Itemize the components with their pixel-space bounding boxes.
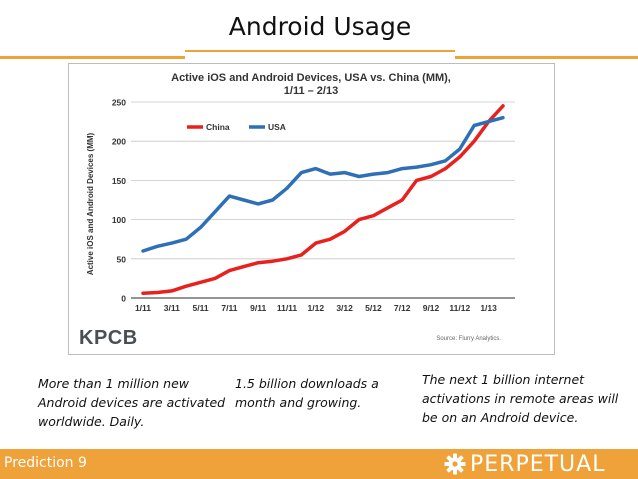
title-area: Android Usage [0,0,638,59]
x-tick-label: 1/12 [308,303,325,313]
x-tick-label: 5/11 [193,303,209,313]
caption-next-billion: The next 1 billion internet activations … [422,372,619,425]
footer-bar: Prediction 9 PERPETUAL [0,449,638,479]
brand-name: PERPETUAL [470,451,606,477]
caption-activations: More than 1 million new Android devices … [38,376,226,429]
line-chart: Active iOS and Android Devices, USA vs. … [79,72,515,349]
legend-label-china: China [206,122,230,132]
x-tick-label: 1/11 [135,303,151,313]
series-line-usa [141,115,505,253]
slide-title: Android Usage [228,12,412,41]
y-tick-label: 150 [112,176,126,186]
x-tick-label: 11/12 [449,303,470,313]
title-rule-left [0,56,185,59]
y-tick-label: 0 [121,294,126,304]
y-tick-label: 250 [112,98,126,108]
chart-title: Active iOS and Android Devices, USA vs. … [171,72,451,84]
x-tick-label: 7/11 [221,303,237,313]
x-tick-label: 9/12 [423,303,440,313]
caption-downloads: 1.5 billion downloads a month and growin… [235,376,379,410]
series-line-china [141,104,505,296]
x-tick-label: 9/11 [250,303,266,313]
legend-label-usa: USA [268,122,286,132]
x-tick-label: 1/13 [480,303,497,313]
brand-logo: PERPETUAL [444,451,605,477]
x-tick-label: 7/12 [394,303,411,313]
y-axis-label: Active iOS and Android Devices (MM) [86,132,95,275]
y-tick-label: 100 [112,215,126,225]
y-tick-label: 200 [112,137,126,147]
kpcb-logo: KPCB [79,327,138,349]
chart-source: Source: Flurry Analytics. [436,336,501,342]
title-rule-right [455,56,638,59]
title-rule-mid [185,50,455,52]
x-tick-label: 11/11 [277,303,298,313]
chart-subtitle: 1/11 – 2/13 [284,85,338,97]
gear-icon [444,453,466,475]
chart-panel: Active iOS and Android Devices, USA vs. … [68,63,555,355]
x-tick-label: 3/11 [164,303,180,313]
y-tick-label: 50 [117,254,127,264]
x-tick-label: 5/12 [365,303,382,313]
x-tick-label: 3/12 [336,303,353,313]
footer-label: Prediction 9 [4,455,87,471]
